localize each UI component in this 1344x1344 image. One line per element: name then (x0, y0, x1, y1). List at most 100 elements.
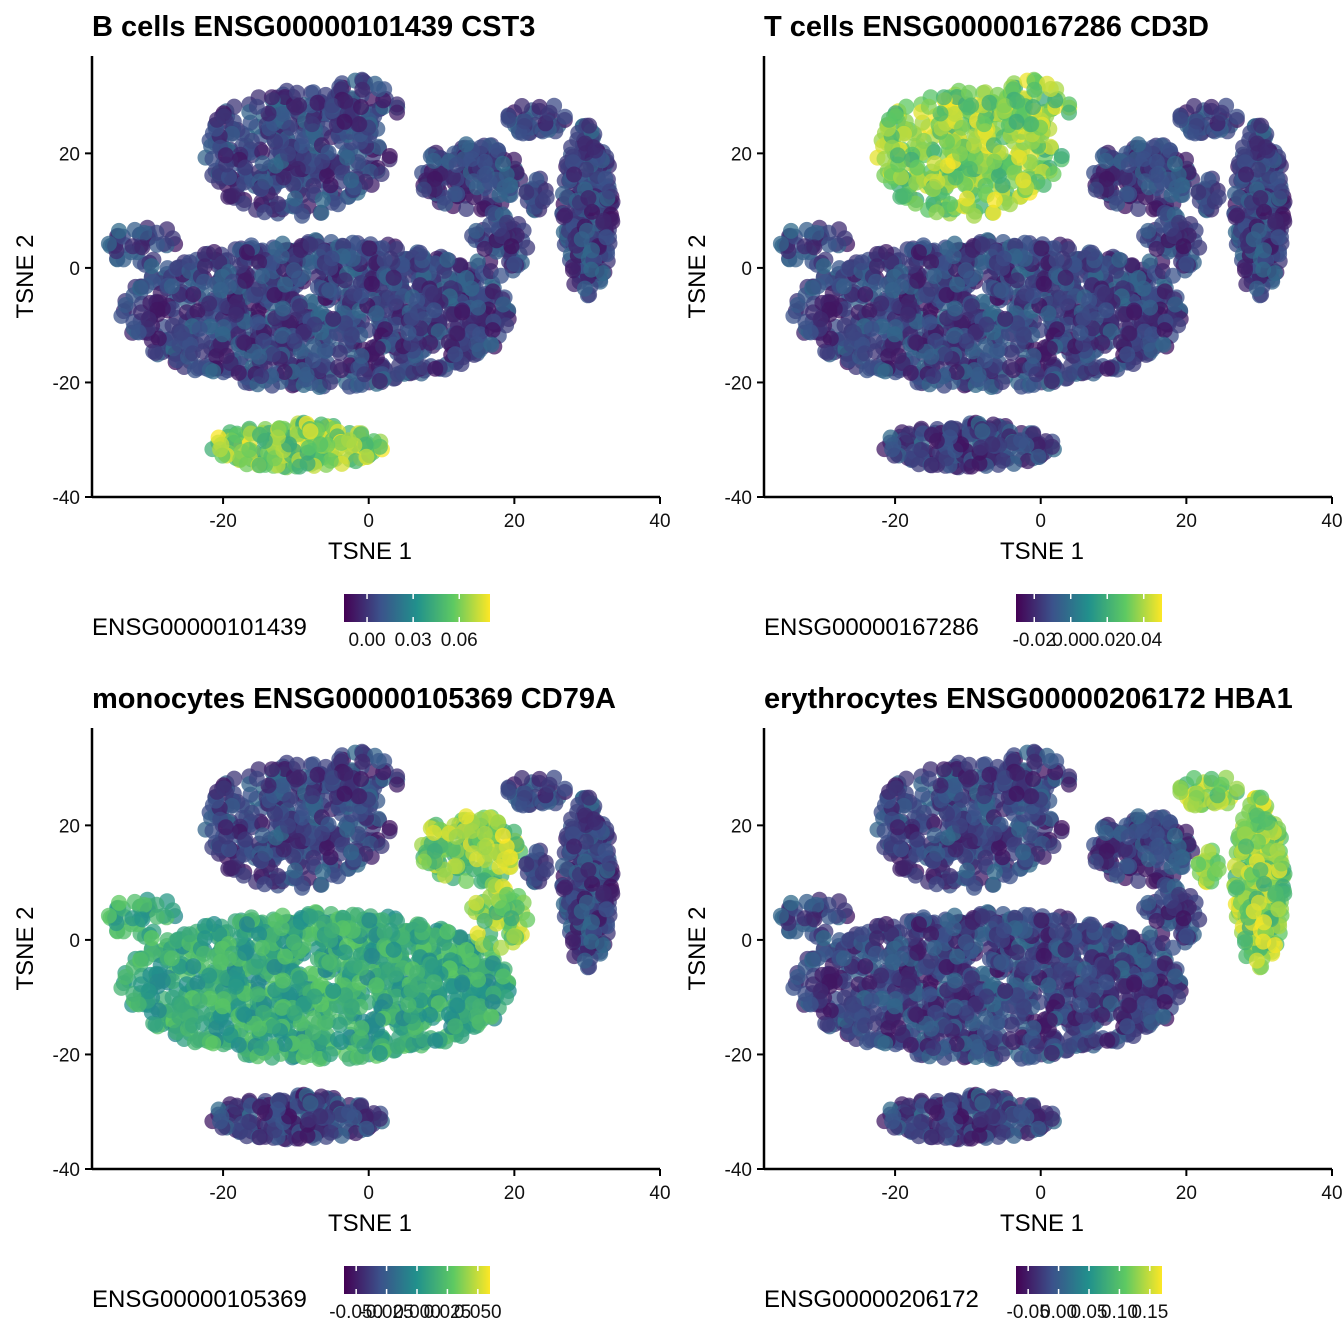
data-point (1001, 359, 1018, 376)
data-point (984, 436, 1001, 453)
data-point (1171, 214, 1188, 231)
data-point (578, 222, 595, 239)
data-point (1111, 251, 1128, 268)
data-point (449, 186, 466, 203)
data-point (185, 286, 202, 303)
data-point (312, 436, 329, 453)
data-point (783, 222, 799, 239)
data-point (808, 224, 825, 241)
data-point (346, 285, 363, 302)
data-point (422, 334, 439, 351)
x-axis-title: TSNE 1 (1000, 538, 1084, 565)
data-point (503, 238, 520, 255)
data-point (1008, 113, 1025, 130)
data-point (1061, 104, 1077, 121)
data-point (472, 139, 489, 156)
scatter-points (772, 71, 1293, 476)
data-point (370, 81, 387, 97)
data-point (476, 153, 493, 170)
data-point (978, 316, 995, 333)
chart-title: B cells ENSG00000101439 CST3 (92, 11, 535, 43)
data-point (925, 181, 942, 197)
data-point (935, 89, 952, 106)
data-point (949, 276, 966, 293)
data-point (1043, 373, 1060, 389)
data-point (363, 275, 380, 292)
data-point (216, 108, 232, 125)
data-point (261, 120, 278, 137)
data-point (250, 280, 267, 297)
data-point (1248, 280, 1265, 297)
data-point (273, 327, 290, 344)
data-point (597, 170, 614, 187)
data-point (583, 261, 600, 278)
data-point (449, 325, 466, 342)
data-point (1155, 336, 1172, 353)
data-point (928, 204, 945, 221)
data-point (251, 348, 268, 365)
data-point (409, 292, 426, 309)
data-point (1045, 166, 1062, 182)
data-point (1178, 255, 1195, 272)
data-point (148, 224, 165, 241)
data-point (270, 196, 287, 212)
data-point (557, 207, 574, 224)
data-point (886, 326, 903, 343)
data-point (381, 148, 398, 164)
data-point (318, 167, 335, 184)
data-point (1210, 189, 1227, 206)
data-point (587, 142, 604, 159)
data-point (1057, 269, 1074, 286)
data-point (1166, 155, 1183, 172)
data-point (468, 222, 485, 239)
data-point (970, 366, 987, 383)
data-point (325, 310, 342, 327)
y-tick-label: -40 (53, 488, 80, 509)
data-point (974, 236, 991, 253)
data-point (373, 166, 390, 182)
data-point (314, 153, 331, 170)
data-point (211, 253, 228, 270)
data-point (430, 323, 447, 340)
data-point (515, 125, 532, 142)
data-point (884, 441, 901, 458)
data-point (974, 423, 991, 440)
data-point (946, 300, 963, 317)
chart-title: T cells ENSG00000167286 CD3D (764, 11, 1209, 43)
data-point (1229, 207, 1246, 224)
data-point (1096, 286, 1113, 303)
data-point (1030, 448, 1047, 465)
data-point (254, 155, 271, 172)
data-point (960, 99, 977, 116)
colorbar-tick-label: 0.02 (1089, 630, 1126, 651)
data-point (351, 116, 368, 133)
data-point (150, 330, 167, 347)
data-point (265, 346, 282, 363)
data-point (1099, 360, 1116, 377)
data-point (181, 254, 198, 271)
data-point (361, 240, 378, 257)
data-point (256, 204, 273, 221)
data-point (370, 138, 387, 155)
data-point (403, 310, 420, 327)
data-point (910, 244, 927, 261)
data-point (1252, 190, 1269, 207)
data-point (1191, 239, 1208, 256)
data-point (274, 300, 291, 317)
data-point (1072, 324, 1089, 341)
data-point (286, 333, 303, 350)
data-point (324, 97, 341, 114)
data-point (400, 324, 417, 341)
colorbar (344, 594, 490, 622)
data-point (447, 346, 464, 363)
data-point (1250, 222, 1267, 239)
data-point (514, 98, 530, 114)
y-axis-title: TSNE 2 (684, 234, 711, 318)
data-point (963, 458, 980, 475)
data-point (1142, 299, 1159, 316)
y-tick-label: 0 (69, 259, 80, 280)
data-point (1236, 258, 1253, 275)
data-point (595, 212, 612, 229)
data-point (138, 278, 155, 295)
